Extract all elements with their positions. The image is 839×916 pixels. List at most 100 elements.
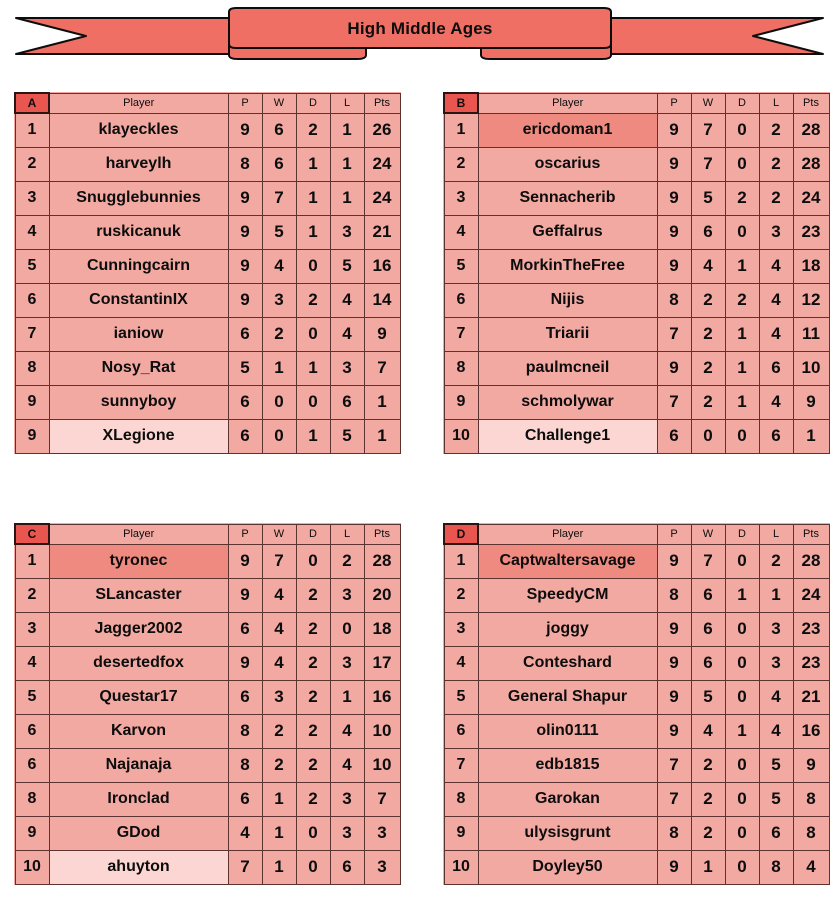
table-row: 10 Challenge1 6 0 0 6 1 [443,418,830,454]
cell-points: 26 [363,112,401,148]
cell-player: schmolywar [477,384,658,420]
cell-draws: 1 [295,146,331,182]
cell-points: 28 [363,543,401,579]
cell-draws: 0 [295,849,331,885]
cell-draws: 0 [724,815,760,851]
cell-losses: 6 [329,849,365,885]
cell-rank: 8 [14,781,50,817]
group-label: B [443,92,479,114]
cell-player: Najanaja [48,747,229,783]
cell-draws: 0 [724,849,760,885]
cell-played: 6 [227,611,263,647]
cell-rank: 8 [443,350,479,386]
cell-player: Conteshard [477,645,658,681]
cell-wins: 7 [690,543,726,579]
table-row: 7 edb1815 7 2 0 5 9 [443,747,830,783]
cell-draws: 2 [295,781,331,817]
cell-played: 9 [227,248,263,284]
cell-losses: 8 [758,849,794,885]
cell-points: 28 [792,543,830,579]
cell-points: 1 [363,418,401,454]
cell-wins: 7 [261,543,297,579]
cell-losses: 0 [329,611,365,647]
cell-wins: 6 [261,146,297,182]
cell-player: Questar17 [48,679,229,715]
cell-draws: 0 [724,543,760,579]
table-row: 1 tyronec 9 7 0 2 28 [14,543,401,579]
cell-player: tyronec [48,543,229,579]
table-row: 3 Jagger2002 6 4 2 0 18 [14,611,401,647]
cell-points: 23 [792,214,830,250]
cell-wins: 2 [690,282,726,318]
cell-losses: 4 [758,316,794,352]
cell-rank: 2 [443,146,479,182]
cell-rank: 9 [14,815,50,851]
cell-wins: 6 [690,577,726,613]
cell-losses: 5 [329,418,365,454]
cell-player: oscarius [477,146,658,182]
cell-draws: 1 [295,350,331,386]
cell-played: 9 [656,146,692,182]
cell-points: 3 [363,849,401,885]
column-header-player: Player [477,92,658,114]
cell-points: 7 [363,781,401,817]
cell-losses: 3 [329,781,365,817]
cell-player: paulmcneil [477,350,658,386]
table-row: 1 Captwaltersavage 9 7 0 2 28 [443,543,830,579]
cell-played: 9 [227,645,263,681]
column-header-pts: Pts [363,523,401,545]
column-header-l: L [758,523,794,545]
column-header-w: W [690,523,726,545]
cell-player: Triarii [477,316,658,352]
cell-player: Doyley50 [477,849,658,885]
table-row: 5 MorkinTheFree 9 4 1 4 18 [443,248,830,284]
cell-draws: 0 [295,815,331,851]
table-row: 6 olin0111 9 4 1 4 16 [443,713,830,749]
cell-draws: 1 [295,180,331,216]
cell-rank: 1 [14,112,50,148]
column-header-p: P [227,92,263,114]
cell-rank: 6 [14,747,50,783]
cell-player: Challenge1 [477,418,658,454]
cell-wins: 2 [690,815,726,851]
cell-player: Cunningcairn [48,248,229,284]
cell-points: 18 [363,611,401,647]
table-row: 2 SpeedyCM 8 6 1 1 24 [443,577,830,613]
cell-losses: 3 [329,350,365,386]
cell-wins: 2 [261,713,297,749]
cell-played: 6 [227,418,263,454]
cell-losses: 4 [758,282,794,318]
cell-draws: 2 [724,282,760,318]
cell-rank: 6 [14,282,50,318]
column-header-p: P [656,523,692,545]
cell-points: 17 [363,645,401,681]
cell-points: 24 [363,146,401,182]
cell-played: 8 [656,577,692,613]
cell-losses: 6 [758,418,794,454]
cell-draws: 1 [724,316,760,352]
cell-draws: 2 [295,577,331,613]
cell-points: 24 [792,577,830,613]
cell-played: 7 [656,384,692,420]
cell-points: 28 [792,112,830,148]
column-header-d: D [724,523,760,545]
cell-played: 9 [227,180,263,216]
cell-draws: 0 [295,248,331,284]
column-header-p: P [656,92,692,114]
cell-rank: 4 [14,645,50,681]
table-row: 5 General Shapur 9 5 0 4 21 [443,679,830,715]
ribbon-right-tail [598,17,824,55]
cell-losses: 4 [758,248,794,284]
cell-points: 16 [363,248,401,284]
cell-points: 14 [363,282,401,318]
ribbon-center-plate [228,7,612,49]
cell-player: Captwaltersavage [477,543,658,579]
table-header-row: A Player P W D L Pts [14,92,401,114]
column-header-player: Player [48,523,229,545]
column-header-d: D [295,523,331,545]
cell-draws: 2 [295,679,331,715]
cell-points: 24 [792,180,830,216]
cell-rank: 7 [14,316,50,352]
column-header-pts: Pts [792,523,830,545]
cell-rank: 7 [443,747,479,783]
